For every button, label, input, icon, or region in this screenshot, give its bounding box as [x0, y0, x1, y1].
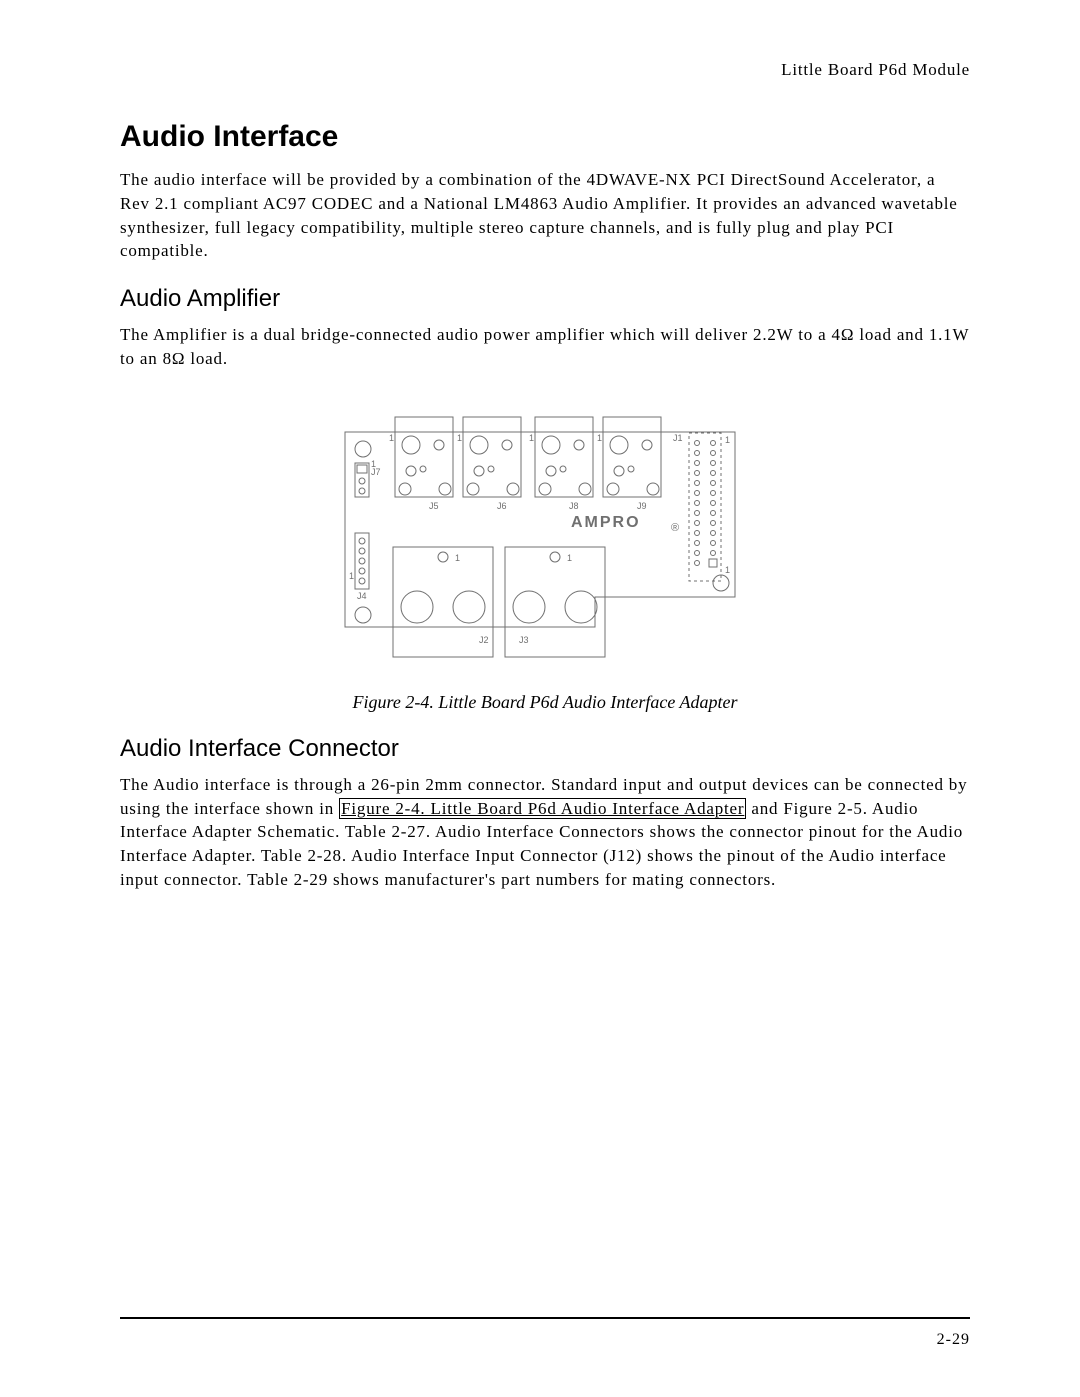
label-one-j1b: 1	[725, 565, 730, 575]
brand-text: AMPRO	[571, 514, 641, 531]
label-one-j7: 1	[371, 459, 376, 469]
jack-j5: 1 J5	[389, 417, 453, 511]
page-number: 2-29	[937, 1331, 970, 1349]
jack-j2: 1 J2	[393, 547, 493, 657]
label-one-j3: 1	[567, 553, 572, 563]
label-one-j4: 1	[349, 571, 354, 581]
intro-paragraph: The audio interface will be provided by …	[120, 168, 970, 263]
jack-j6: 1 J6	[457, 417, 521, 511]
amplifier-paragraph: The Amplifier is a dual bridge-connected…	[120, 323, 970, 371]
label-j2: J2	[479, 635, 489, 645]
label-one-j6: 1	[457, 433, 462, 443]
jack-j8: 1 J8	[529, 417, 593, 511]
page: Little Board P6d Module Audio Interface …	[0, 0, 1080, 1397]
running-head: Little Board P6d Module	[120, 60, 970, 80]
jack-j9: 1 J9	[597, 417, 661, 511]
amplifier-heading: Audio Amplifier	[120, 285, 970, 313]
label-one-j1a: 1	[725, 435, 730, 445]
label-j8: J8	[569, 501, 579, 511]
figure-cross-ref-link[interactable]: Figure 2-4. Little Board P6d Audio Inter…	[339, 798, 746, 819]
label-j4: J4	[357, 591, 367, 601]
label-one-j8: 1	[529, 433, 534, 443]
connector-heading: Audio Interface Connector	[120, 735, 970, 763]
label-j9: J9	[637, 501, 647, 511]
figure-diagram: J7 1 1 J4 1 J5	[120, 397, 970, 682]
label-one-j9: 1	[597, 433, 602, 443]
label-one-j2: 1	[455, 553, 460, 563]
label-j1: J1	[673, 433, 683, 443]
label-j3: J3	[519, 635, 529, 645]
label-j6: J6	[497, 501, 507, 511]
reg-mark: ®	[671, 522, 679, 534]
footer-rule	[120, 1317, 970, 1319]
connector-paragraph: The Audio interface is through a 26-pin …	[120, 773, 970, 892]
jack-j3: 1 J3	[505, 547, 605, 657]
label-j5: J5	[429, 501, 439, 511]
section-title: Audio Interface	[120, 120, 970, 154]
label-one-j5: 1	[389, 433, 394, 443]
board-diagram-svg: J7 1 1 J4 1 J5	[335, 397, 755, 677]
figure-caption: Figure 2-4. Little Board P6d Audio Inter…	[120, 692, 970, 713]
